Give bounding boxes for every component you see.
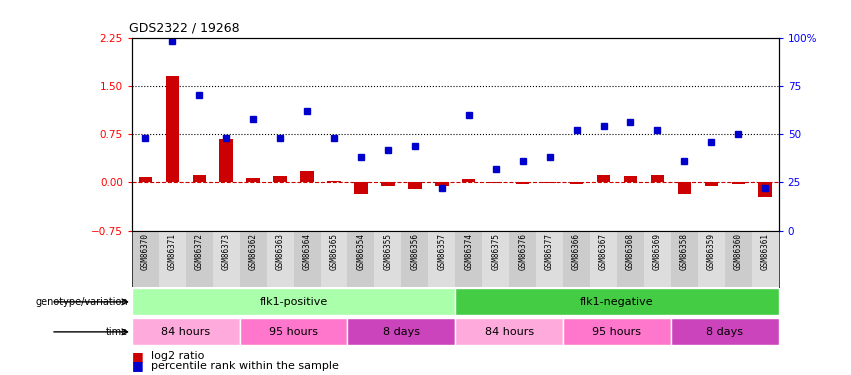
Bar: [705, 182, 718, 186]
Bar: [381, 182, 395, 186]
Text: GSM86377: GSM86377: [545, 233, 554, 270]
Text: time: time: [106, 327, 128, 337]
Bar: [489, 182, 502, 183]
Bar: [698, 231, 725, 287]
Bar: [570, 182, 583, 184]
Text: 8 days: 8 days: [706, 327, 743, 337]
Bar: [563, 318, 671, 345]
Bar: [132, 288, 455, 315]
Bar: [408, 182, 421, 189]
Text: GSM86367: GSM86367: [599, 233, 608, 270]
Bar: [354, 182, 368, 194]
Text: GSM86362: GSM86362: [248, 233, 258, 270]
Bar: [132, 231, 159, 287]
Bar: [186, 231, 213, 287]
Text: 95 hours: 95 hours: [269, 327, 318, 337]
Text: ■: ■: [132, 350, 144, 363]
Bar: [192, 175, 206, 182]
Text: 84 hours: 84 hours: [484, 327, 534, 337]
Bar: [732, 182, 745, 184]
Bar: [247, 178, 260, 182]
Bar: [644, 231, 671, 287]
Bar: [220, 139, 233, 182]
Bar: [671, 318, 779, 345]
Bar: [671, 231, 698, 287]
Bar: [213, 231, 240, 287]
Text: GSM86372: GSM86372: [195, 233, 203, 270]
Bar: [240, 318, 347, 345]
Bar: [543, 182, 557, 183]
Bar: [374, 231, 402, 287]
Bar: [536, 231, 563, 287]
Bar: [590, 231, 617, 287]
Text: GSM86364: GSM86364: [303, 233, 311, 270]
Bar: [516, 182, 529, 184]
Bar: [240, 231, 266, 287]
Text: GSM86356: GSM86356: [410, 233, 420, 270]
Bar: [294, 231, 321, 287]
Bar: [677, 182, 691, 194]
Text: GSM86368: GSM86368: [626, 233, 635, 270]
Bar: [402, 231, 428, 287]
Bar: [428, 231, 455, 287]
Bar: [617, 231, 644, 287]
Bar: [758, 182, 772, 196]
Text: GSM86366: GSM86366: [572, 233, 581, 270]
Bar: [509, 231, 536, 287]
Text: flk1-positive: flk1-positive: [260, 297, 328, 307]
Text: GSM86375: GSM86375: [491, 233, 500, 270]
Bar: [166, 76, 179, 182]
Bar: [563, 231, 590, 287]
Bar: [266, 231, 294, 287]
Text: 8 days: 8 days: [383, 327, 420, 337]
Bar: [159, 231, 186, 287]
Text: log2 ratio: log2 ratio: [151, 351, 204, 361]
Bar: [455, 288, 779, 315]
Text: GSM86374: GSM86374: [465, 233, 473, 270]
Bar: [328, 181, 340, 182]
Text: GSM86361: GSM86361: [761, 233, 769, 270]
Bar: [435, 182, 448, 186]
Text: GSM86371: GSM86371: [168, 233, 177, 270]
Bar: [751, 231, 779, 287]
Bar: [139, 177, 152, 182]
Text: genotype/variation: genotype/variation: [35, 297, 128, 307]
Bar: [725, 231, 751, 287]
Text: GSM86357: GSM86357: [437, 233, 446, 270]
Bar: [321, 231, 347, 287]
Text: GSM86373: GSM86373: [222, 233, 231, 270]
Bar: [300, 171, 314, 182]
Bar: [132, 318, 240, 345]
Text: GSM86370: GSM86370: [141, 233, 150, 270]
Text: GSM86363: GSM86363: [276, 233, 284, 270]
Text: GSM86376: GSM86376: [518, 233, 527, 270]
Text: flk1-negative: flk1-negative: [580, 297, 654, 307]
Bar: [462, 179, 476, 182]
Bar: [597, 175, 610, 182]
Text: GSM86358: GSM86358: [680, 233, 688, 270]
Text: GSM86359: GSM86359: [707, 233, 716, 270]
Text: 95 hours: 95 hours: [592, 327, 642, 337]
Bar: [273, 176, 287, 182]
Bar: [347, 231, 374, 287]
Text: ■: ■: [132, 359, 144, 372]
Bar: [651, 175, 664, 182]
Text: GSM86355: GSM86355: [384, 233, 392, 270]
Text: percentile rank within the sample: percentile rank within the sample: [151, 361, 339, 370]
Text: 84 hours: 84 hours: [161, 327, 210, 337]
Bar: [455, 231, 483, 287]
Bar: [347, 318, 455, 345]
Text: GSM86369: GSM86369: [653, 233, 662, 270]
Bar: [455, 318, 563, 345]
Text: GDS2322 / 19268: GDS2322 / 19268: [129, 22, 239, 35]
Text: GSM86360: GSM86360: [734, 233, 743, 270]
Bar: [624, 176, 637, 182]
Bar: [483, 231, 509, 287]
Text: GSM86365: GSM86365: [329, 233, 339, 270]
Text: GSM86354: GSM86354: [357, 233, 365, 270]
